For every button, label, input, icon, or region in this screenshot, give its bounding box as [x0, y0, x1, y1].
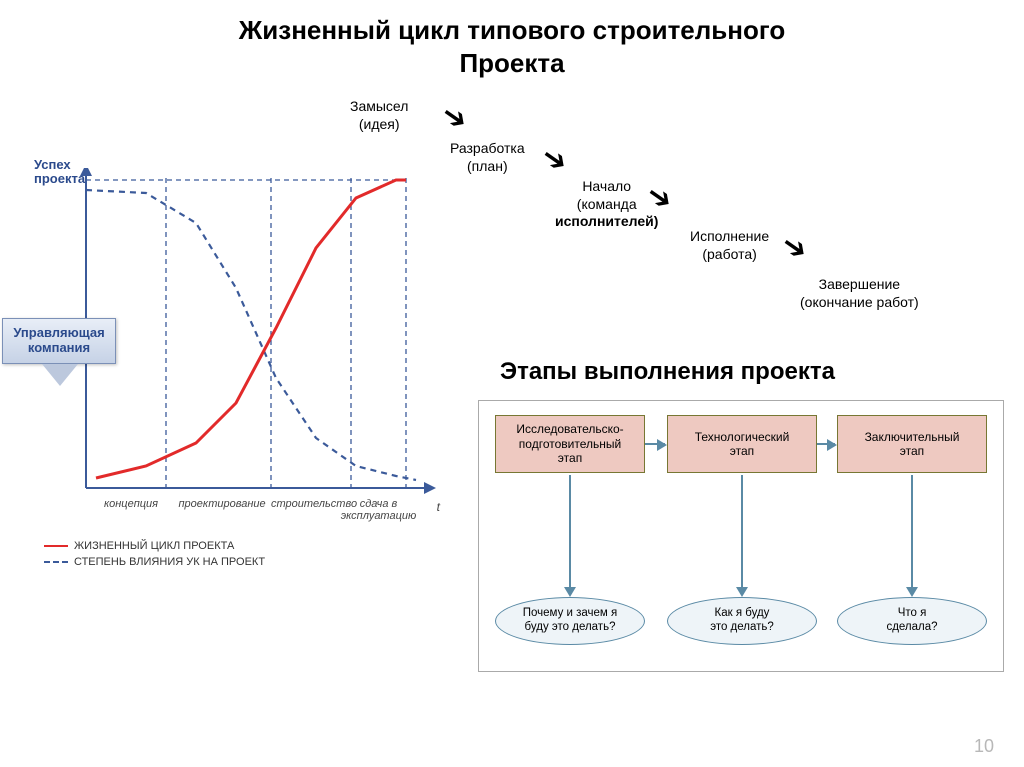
- phase-label: концепция: [91, 498, 171, 510]
- arrow-right-icon: [827, 439, 837, 451]
- phase-label: проектирование: [179, 498, 259, 510]
- stair-arrow-icon: ➔: [774, 226, 815, 269]
- stage-arrow-line: [911, 475, 913, 589]
- phase-label: сдача в эксплуатацию: [339, 498, 419, 522]
- stair-arrow-icon: ➔: [534, 138, 575, 181]
- arrow-down-icon: [906, 587, 918, 597]
- stair-step: Замысел(идея): [350, 98, 408, 133]
- stage-arrow-line: [569, 475, 571, 589]
- stage-ellipse: Что я сделала?: [837, 597, 987, 645]
- stair-arrow-icon: ➔: [434, 96, 475, 139]
- stage-arrow-line: [741, 475, 743, 589]
- legend-swatch-solid: [44, 545, 68, 547]
- process-stairs: Замысел(идея)➔Разработка(план)➔Начало(ко…: [350, 98, 990, 328]
- stages-panel: Исследовательско- подготовительный этап Т…: [478, 400, 1004, 672]
- x-axis-label: t: [437, 500, 440, 514]
- stair-step: Разработка(план): [450, 140, 525, 175]
- stair-step: Завершение(окончание работ): [800, 276, 919, 311]
- arrow-down-icon: [736, 587, 748, 597]
- company-box: Управляющая компания: [2, 318, 116, 364]
- stage-box: Технологический этап: [667, 415, 817, 473]
- legend-1: ЖИЗНЕННЫЙ ЦИКЛ ПРОЕКТА: [74, 540, 234, 552]
- stages-title: Этапы выполнения проекта: [500, 358, 835, 386]
- stair-step: Исполнение(работа): [690, 228, 769, 263]
- stage-ellipse: Почему и зачем я буду это делать?: [495, 597, 645, 645]
- legend-2: СТЕПЕНЬ ВЛИЯНИЯ УК НА ПРОЕКТ: [74, 556, 265, 568]
- title-l2: Проекта: [459, 48, 564, 78]
- stage-ellipse: Как я буду это делать?: [667, 597, 817, 645]
- page-title: Жизненный цикл типового строительного Пр…: [0, 0, 1024, 79]
- arrow-down-icon: [564, 587, 576, 597]
- title-l1: Жизненный цикл типового строительного: [239, 15, 785, 45]
- stage-box: Заключительный этап: [837, 415, 987, 473]
- page-number: 10: [974, 736, 994, 757]
- chart-legend: ЖИЗНЕННЫЙ ЦИКЛ ПРОЕКТА СТЕПЕНЬ ВЛИЯНИЯ У…: [44, 538, 265, 570]
- company-arrow-icon: [42, 364, 78, 386]
- legend-swatch-dashed: [44, 561, 68, 563]
- arrow-right-icon: [657, 439, 667, 451]
- stage-box: Исследовательско- подготовительный этап: [495, 415, 645, 473]
- y-axis-label: Успехпроекта: [34, 158, 85, 187]
